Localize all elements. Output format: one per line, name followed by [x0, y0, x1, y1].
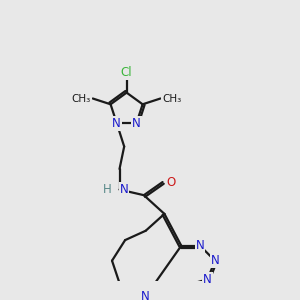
Text: CH₃: CH₃ — [162, 94, 182, 103]
Text: N: N — [141, 290, 150, 300]
Text: O: O — [166, 176, 176, 189]
Text: N: N — [203, 273, 212, 286]
Text: N: N — [196, 239, 204, 252]
Text: N: N — [211, 254, 219, 267]
Text: CH₃: CH₃ — [72, 94, 91, 103]
Text: N: N — [132, 117, 141, 130]
Text: N: N — [119, 183, 128, 196]
Text: N: N — [112, 117, 121, 130]
Text: Cl: Cl — [121, 66, 132, 79]
Text: H: H — [103, 183, 112, 196]
